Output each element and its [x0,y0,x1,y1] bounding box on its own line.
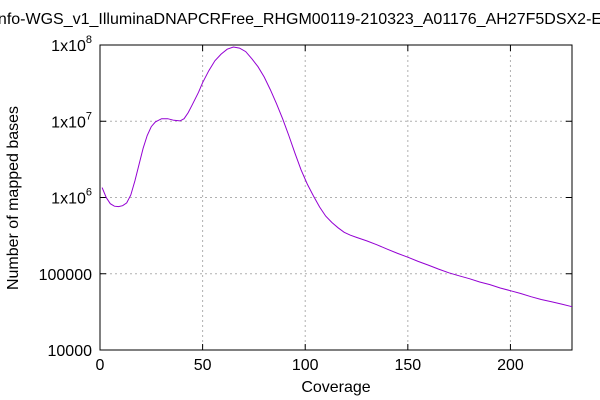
y-tick-label: 1x107 [51,110,92,131]
y-tick-label: 1x106 [51,187,92,208]
x-tick-label: 0 [96,357,105,374]
x-tick-label: 100 [292,357,319,374]
chart-title: nfo-WGS_v1_IlluminaDNAPCRFree_RHGM00119-… [0,11,600,28]
grid-lines [100,45,572,350]
x-tick-label: 50 [194,357,212,374]
y-tick-label: 10000 [48,343,93,360]
x-tick-label: 200 [497,357,524,374]
y-tick-label: 100000 [39,267,92,284]
x-axis-label: Coverage [301,379,370,396]
series-line [101,46,573,308]
axis-ticks: 0 50 100 150 200 10000 100000 1x106 1x107 1x108 [39,34,572,374]
y-axis-label: Number of mapped bases [5,106,22,290]
x-tick-label: 150 [394,357,421,374]
y-tick-label: 1x108 [51,34,92,55]
